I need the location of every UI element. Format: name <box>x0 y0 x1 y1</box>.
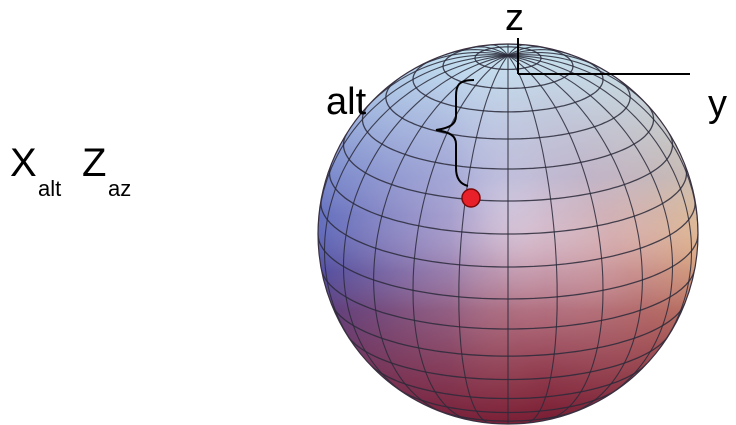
formula: X alt Z az <box>10 141 131 201</box>
position-marker <box>461 188 481 208</box>
formula-z-subscript: az <box>108 176 131 201</box>
longitude-line <box>373 54 509 414</box>
altitude-bracket: alt <box>326 79 475 187</box>
longitude-line <box>507 54 674 398</box>
longitude-line <box>507 55 604 421</box>
formula-x: X <box>10 141 37 185</box>
axes: z y <box>505 0 727 125</box>
formula-z: Z <box>82 141 106 185</box>
longitude-line <box>323 54 509 353</box>
longitude-line <box>342 54 509 398</box>
longitude-line <box>507 55 558 424</box>
sphere <box>318 44 698 424</box>
z-axis-label: z <box>505 0 524 39</box>
longitude-line <box>458 55 509 424</box>
longitude-line <box>412 55 509 421</box>
alt-label: alt <box>326 81 367 123</box>
longitude-line <box>507 54 698 235</box>
longitude-line <box>507 54 643 414</box>
formula-x-subscript: alt <box>38 176 61 201</box>
y-axis-label: y <box>708 83 727 125</box>
sphere-grid <box>318 44 698 424</box>
sphere-outline <box>317 43 699 425</box>
longitude-line <box>318 54 509 235</box>
